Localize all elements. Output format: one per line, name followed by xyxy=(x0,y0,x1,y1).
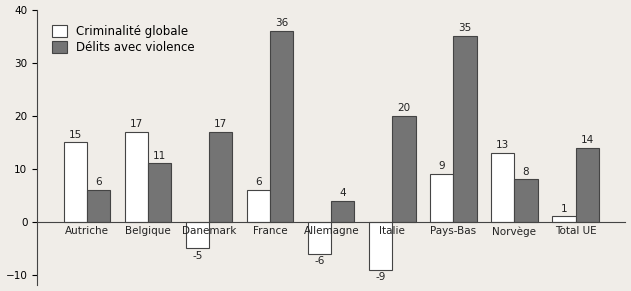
Bar xyxy=(454,36,476,222)
Text: -5: -5 xyxy=(192,251,203,261)
Text: Danemark: Danemark xyxy=(182,226,237,236)
Bar xyxy=(430,174,454,222)
Text: Belgique: Belgique xyxy=(126,226,171,236)
Text: 9: 9 xyxy=(439,162,445,171)
Bar xyxy=(270,31,293,222)
Bar xyxy=(64,142,87,222)
Text: Total UE: Total UE xyxy=(555,226,596,236)
Text: 4: 4 xyxy=(339,188,346,198)
Text: 1: 1 xyxy=(560,204,567,214)
Legend: Criminalité globale, Délits avec violence: Criminalité globale, Délits avec violenc… xyxy=(49,21,198,58)
Bar xyxy=(331,200,355,222)
Text: 14: 14 xyxy=(581,135,594,145)
Text: 13: 13 xyxy=(496,140,509,150)
Text: -6: -6 xyxy=(314,256,325,266)
Text: Pays-Bas: Pays-Bas xyxy=(430,226,476,236)
Bar xyxy=(552,217,575,222)
Text: 6: 6 xyxy=(256,177,262,187)
Bar xyxy=(87,190,110,222)
Text: 20: 20 xyxy=(398,103,411,113)
Text: 11: 11 xyxy=(153,151,167,161)
Text: 36: 36 xyxy=(275,18,288,28)
Text: Autriche: Autriche xyxy=(65,226,109,236)
Bar xyxy=(308,222,331,254)
Bar xyxy=(125,132,148,222)
Bar xyxy=(492,153,514,222)
Text: 6: 6 xyxy=(95,177,102,187)
Bar xyxy=(148,164,172,222)
Bar xyxy=(209,132,232,222)
Text: Norvège: Norvège xyxy=(492,226,536,237)
Bar xyxy=(369,222,392,269)
Text: France: France xyxy=(253,226,288,236)
Bar xyxy=(247,190,270,222)
Text: 17: 17 xyxy=(130,119,143,129)
Text: Italie: Italie xyxy=(379,226,405,236)
Text: 15: 15 xyxy=(69,129,82,140)
Text: 17: 17 xyxy=(214,119,227,129)
Bar xyxy=(186,222,209,248)
Text: 8: 8 xyxy=(522,167,529,177)
Bar xyxy=(392,116,416,222)
Text: Allemagne: Allemagne xyxy=(304,226,359,236)
Text: -9: -9 xyxy=(375,272,386,282)
Bar xyxy=(575,148,599,222)
Text: 35: 35 xyxy=(458,24,471,33)
Bar xyxy=(514,179,538,222)
